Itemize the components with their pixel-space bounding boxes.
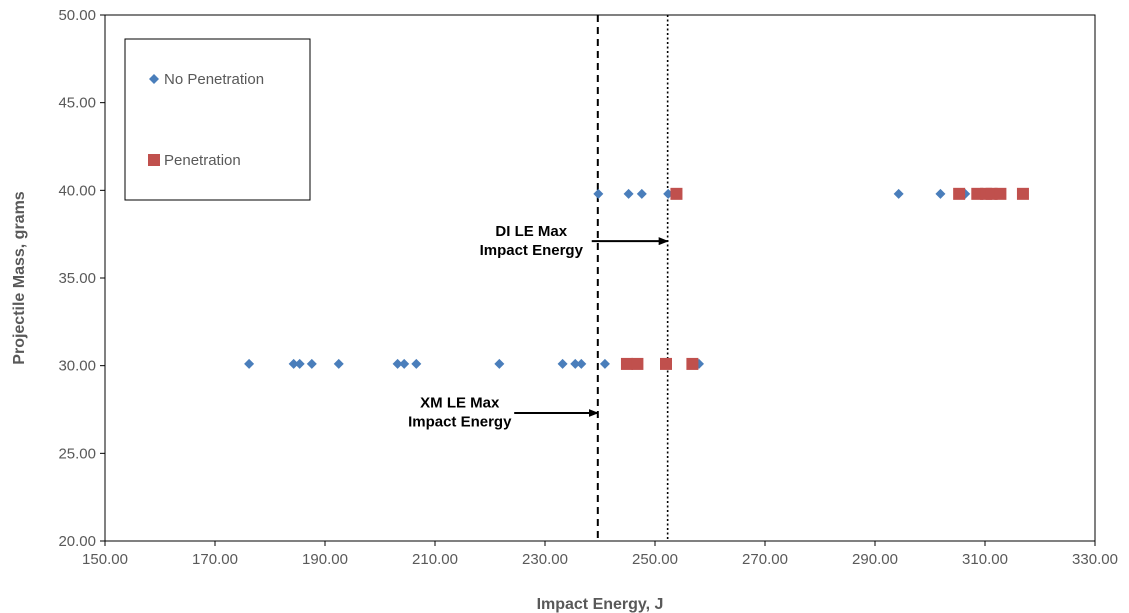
legend-marker-penetration: [148, 154, 160, 166]
reference-lines: [596, 15, 669, 541]
xm-annotation-text: Impact Energy: [408, 414, 512, 431]
no-penetration-point: [399, 358, 410, 369]
x-tick-label: 330.00: [1072, 551, 1118, 568]
data-markers: [244, 187, 1029, 370]
x-tick-label: 230.00: [522, 551, 568, 568]
y-axis-ticks: 20.00 25.00 30.00 35.00 40.00 45.00 50.00: [58, 7, 105, 550]
no-penetration-point: [576, 358, 587, 369]
x-tick-label: 250.00: [632, 551, 678, 568]
no-penetration-point: [392, 358, 403, 369]
x-axis-title: Impact Energy, J: [537, 596, 664, 613]
no-penetration-point: [623, 188, 634, 199]
y-tick-label: 20.00: [58, 533, 96, 550]
x-axis-ticks: 150.00 170.00 190.00 210.00 230.00 250.00 270.…: [82, 541, 1118, 568]
penetration-point: [660, 357, 672, 370]
no-penetration-point: [333, 358, 344, 369]
x-tick-label: 170.00: [192, 551, 238, 568]
no-penetration-point: [935, 188, 946, 199]
y-tick-label: 25.00: [58, 445, 96, 462]
x-tick-label: 150.00: [82, 551, 128, 568]
x-tick-label: 210.00: [412, 551, 458, 568]
x-tick-label: 190.00: [302, 551, 348, 568]
no-penetration-point: [494, 358, 505, 369]
xm-annotation-text: XM LE Max: [420, 395, 500, 412]
no-penetration-point: [288, 358, 299, 369]
no-penetration-point: [294, 358, 305, 369]
no-penetration-point: [599, 358, 610, 369]
x-tick-label: 290.00: [852, 551, 898, 568]
penetration-point: [620, 357, 633, 370]
di-annotation-text: Impact Energy: [480, 242, 584, 259]
penetration-point: [1016, 187, 1029, 200]
no-penetration-point: [593, 188, 604, 199]
no-penetration-point: [570, 358, 581, 369]
y-tick-label: 40.00: [58, 182, 96, 199]
penetration-point: [686, 357, 699, 370]
di-annotation-text: DI LE Max: [495, 223, 567, 240]
penetration-point: [631, 357, 644, 370]
no-penetration-point: [244, 358, 255, 369]
y-tick-label: 35.00: [58, 270, 96, 287]
x-tick-label: 270.00: [742, 551, 788, 568]
y-axis-title: Projectile Mass, grams: [11, 191, 28, 365]
y-tick-label: 50.00: [58, 7, 96, 24]
legend: No Penetration Penetration: [124, 38, 311, 201]
penetration-point: [994, 187, 1007, 200]
legend-label-penetration: Penetration: [164, 152, 241, 169]
no-penetration-point: [306, 358, 317, 369]
y-tick-label: 45.00: [58, 95, 96, 112]
penetration-point: [670, 187, 683, 200]
legend-box: [124, 38, 311, 201]
annotations: DI LE Max Impact Energy XM LE Max Impact En…: [408, 223, 669, 431]
no-penetration-point: [893, 188, 904, 199]
no-penetration-point: [411, 358, 422, 369]
y-tick-label: 30.00: [58, 358, 96, 375]
penetration-point: [953, 187, 966, 200]
legend-marker-no-penetration: [149, 74, 159, 84]
no-penetration-point: [636, 188, 647, 199]
no-penetration-point: [557, 358, 568, 369]
x-tick-label: 310.00: [962, 551, 1008, 568]
legend-label-no-penetration: No Penetration: [164, 71, 264, 88]
